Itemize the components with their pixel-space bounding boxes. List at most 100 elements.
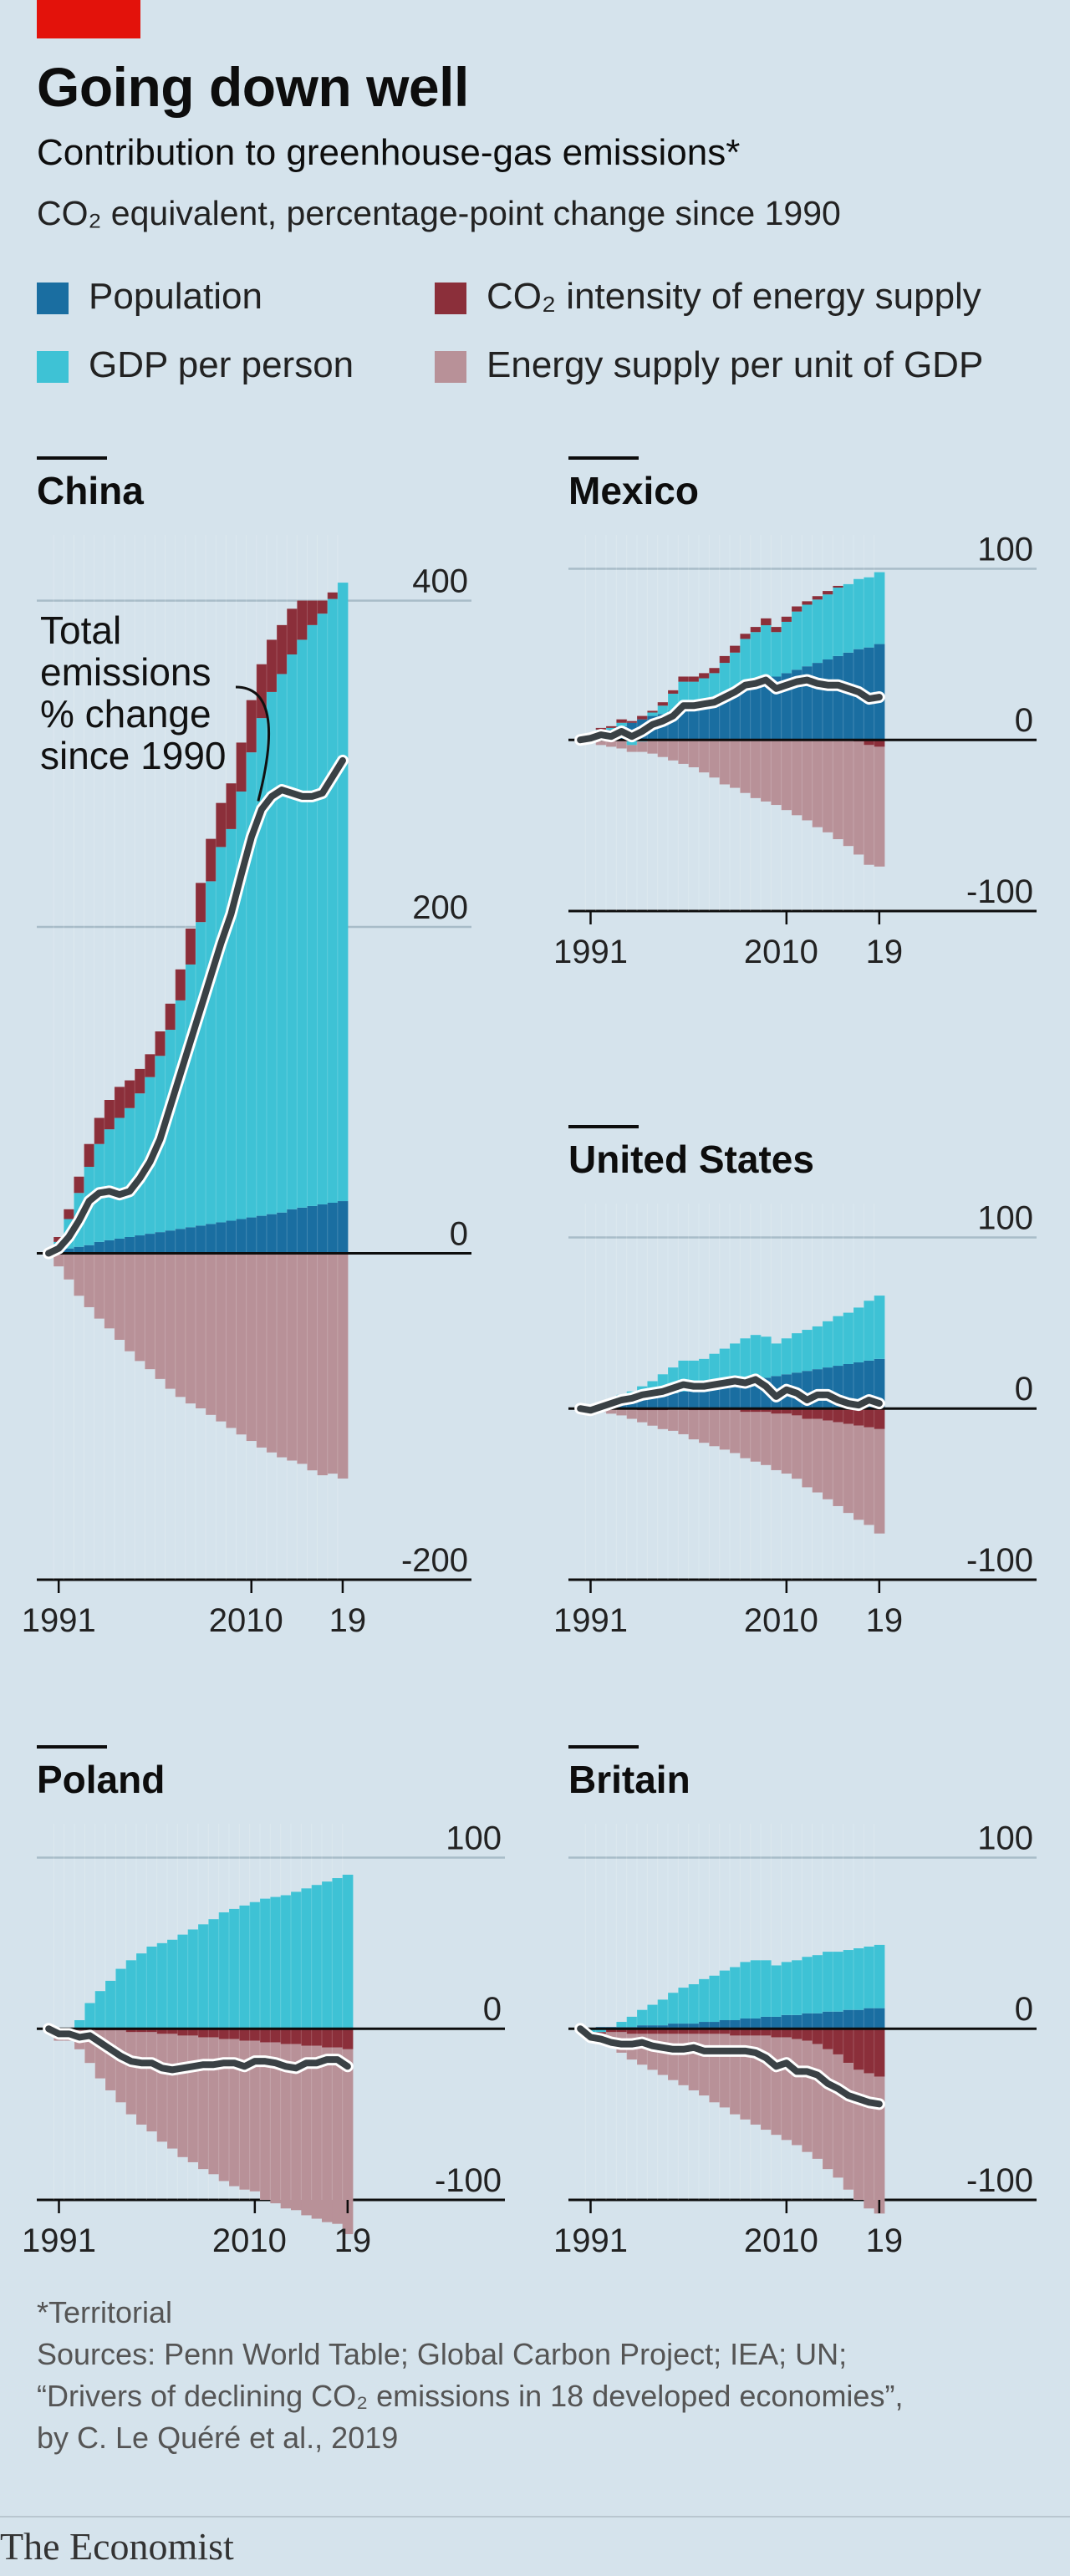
bar-segment (853, 1362, 864, 1409)
bar-segment (177, 2029, 189, 2036)
bar-segment (864, 1408, 875, 1428)
bar-segment (218, 2029, 230, 2039)
x-tick-label: 1991 (553, 934, 628, 970)
bar-segment (287, 608, 298, 654)
bar-segment (668, 1993, 679, 2024)
bar-segment (239, 1905, 251, 2029)
bar-segment (823, 1952, 833, 2012)
bar-segment (833, 740, 844, 839)
total-emissions-line (45, 756, 346, 1257)
bar-segment (740, 2018, 752, 2029)
bar-segment (167, 1939, 178, 2029)
bar-segment (823, 2029, 833, 2049)
bar-segment (771, 2016, 782, 2029)
bar-segment (730, 652, 741, 690)
panel-title-britain: Britain (568, 1758, 690, 1801)
bar-segment (595, 727, 607, 730)
bar-segment (156, 2029, 168, 2034)
bar-segment (246, 700, 257, 753)
bar-segment (114, 1117, 125, 1239)
panel-china: China 400 200 0 -200 1991 2010 19 Total emission… (22, 456, 471, 1655)
bar-segment (719, 2034, 731, 2108)
bar-segment (750, 683, 762, 741)
bar-segment (256, 1215, 268, 1254)
x-tick-label: 2010 (212, 2222, 287, 2259)
bar-segment (239, 2029, 251, 2041)
bar-segment (337, 583, 349, 1202)
x-tick-label: 1991 (22, 2222, 96, 2259)
annotation-text: since 1990 (40, 734, 227, 777)
bar-segment (337, 1253, 349, 1479)
bar-segment (74, 1176, 84, 1194)
bar-segment (802, 1330, 813, 1372)
bar-segment (287, 1209, 298, 1254)
bar-segment (771, 1413, 782, 1470)
bar-segment (719, 693, 731, 741)
bar-segment (771, 1408, 782, 1414)
bar-segment (823, 740, 833, 832)
bar-segment (135, 1093, 145, 1236)
bar-segment (280, 2044, 292, 2209)
bar-segment (864, 1946, 875, 2008)
bar-segment (802, 2013, 813, 2029)
bar-segment (657, 1999, 669, 2026)
bar-segment (307, 1253, 318, 1471)
y-tick-label: 0 (1015, 1371, 1033, 1408)
y-tick-label: -100 (435, 2162, 502, 2199)
bar-segment (771, 1343, 782, 1377)
bar-segment (678, 2034, 690, 2085)
bar-segment (105, 1980, 116, 2029)
bar-segment (135, 1235, 145, 1254)
bar-segment (216, 1222, 227, 1254)
bar-segment (104, 1129, 115, 1240)
bar-segment (74, 1253, 84, 1296)
bar-segment (637, 715, 648, 720)
bar-segment (730, 1967, 741, 2020)
bar-segment (833, 588, 844, 656)
bar-segment (657, 705, 669, 715)
bar-segment (342, 1874, 354, 2029)
bar-segment (136, 2032, 147, 2125)
bar-segment (750, 2018, 762, 2029)
bar-segment (626, 1400, 638, 1409)
bar-segment (94, 1253, 105, 1319)
bar-segment (709, 2022, 721, 2029)
bar-segment (843, 1423, 854, 1514)
bar-segment (332, 2029, 344, 2048)
bar-segment (781, 616, 792, 622)
x-tick-label: 19 (866, 1602, 904, 1639)
bar-segment (155, 1232, 166, 1254)
bar-segment (699, 1978, 710, 2023)
bar-segment (64, 1248, 74, 1254)
bar-segment (270, 1896, 282, 2029)
legend-swatch-co2-intensity (435, 283, 466, 314)
bar-segment (823, 594, 833, 659)
bar-segment (256, 718, 268, 1216)
bar-segment (740, 686, 752, 741)
bar-segment (327, 1253, 339, 1474)
bar-segment (136, 2029, 147, 2033)
bar-segment (874, 2076, 885, 2214)
bar-segment (781, 2014, 792, 2029)
bar-segment (750, 2029, 762, 2036)
bar-segment (750, 740, 762, 798)
bar-segment (637, 2029, 648, 2034)
bar-segment (874, 2029, 885, 2077)
bar-segment (750, 1960, 762, 2019)
bar-segment (297, 1253, 308, 1464)
bar-segment (812, 596, 823, 600)
x-tick-label: 19 (334, 2222, 372, 2259)
bar-segment (260, 1898, 271, 2029)
bar-segment (94, 1241, 105, 1254)
bar-segment (730, 690, 741, 741)
bar-segment (853, 741, 864, 855)
total-emissions-line (577, 676, 883, 744)
bar-segment (104, 1253, 115, 1329)
bar-segment (616, 719, 628, 723)
bar-segment (104, 1100, 115, 1130)
bar-segment (802, 601, 813, 605)
y-tick-label: 0 (1015, 702, 1033, 739)
bar-segment (647, 712, 659, 716)
bar-segment (802, 604, 813, 667)
panel-title-mexico: Mexico (568, 469, 699, 512)
